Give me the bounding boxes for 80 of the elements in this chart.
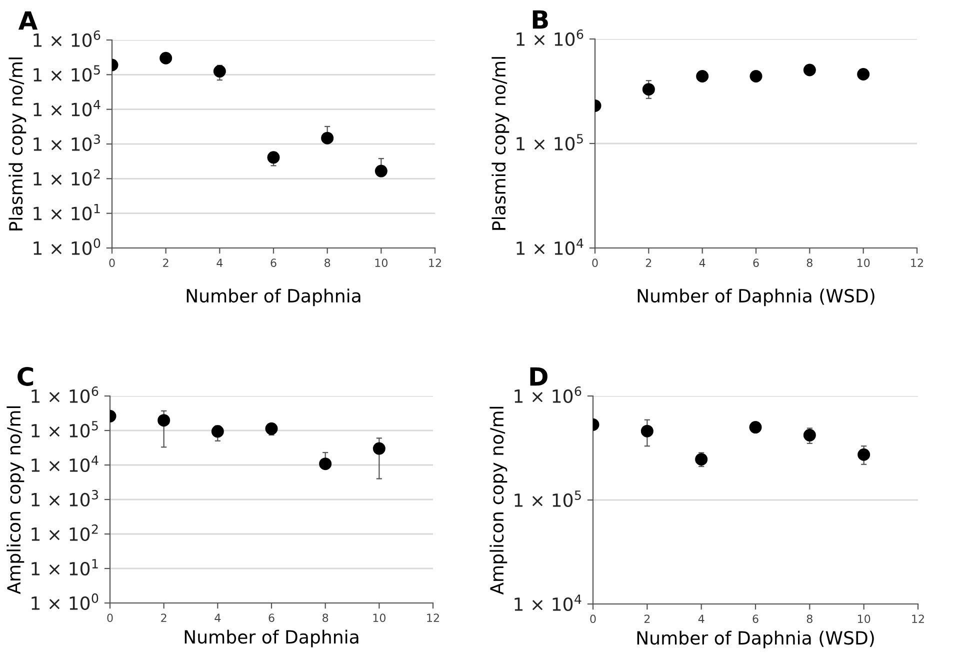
y-axis-title: Plasmid copy no/ml — [8, 58, 26, 230]
point — [211, 425, 224, 438]
y-axis-title: Plasmid copy no/ml — [492, 57, 510, 230]
y-tick-label: 1 × 10$^{3}$ — [34, 134, 100, 151]
x-tick-label: 0 — [592, 258, 598, 268]
x-axis-title: Number of Daphnia — [186, 288, 360, 306]
x-axis-title: Number of Daphnia (WSD) — [637, 630, 874, 648]
chart-title: B — [532, 10, 548, 29]
y-axis-title: Amplicon copy no/ml — [6, 406, 24, 594]
x-tick-label: 8 — [806, 258, 812, 268]
point — [158, 414, 170, 427]
x-tick-label: 0 — [107, 614, 113, 622]
chart-title: D — [530, 367, 548, 386]
y-tick-label: 1 × 10$^{6}$ — [514, 386, 582, 403]
y-tick-label: 1 × 10$^{4}$ — [34, 100, 100, 116]
point — [642, 83, 655, 96]
point — [803, 64, 816, 76]
y-tick-label: 1 × 10$^{4}$ — [514, 594, 582, 611]
chart-title: A — [18, 11, 38, 30]
x-tick-label: 4 — [216, 258, 223, 267]
y-tick-label: 1 × 10$^{0}$ — [32, 593, 98, 610]
point — [160, 52, 172, 64]
y-tick-label: 1 × 10$^{5}$ — [32, 421, 98, 438]
point — [213, 65, 226, 78]
point — [857, 68, 870, 80]
x-tick-label: 4 — [698, 614, 704, 623]
point — [695, 453, 708, 466]
point — [374, 164, 388, 178]
x-tick-label: 10 — [375, 258, 388, 268]
x-tick-label: 10 — [373, 614, 386, 622]
x-tick-label: 12 — [427, 614, 439, 622]
x-tick-label: 12 — [911, 258, 923, 267]
chart-title: C — [18, 367, 34, 386]
y-tick-label: 1 × 10$^{5}$ — [516, 134, 583, 150]
y-tick-label: 1 × 10$^{2}$ — [32, 524, 98, 541]
x-tick-label: 4 — [214, 614, 221, 622]
x-tick-label: 10 — [858, 614, 870, 624]
x-tick-label: 2 — [163, 258, 168, 267]
x-tick-label: 12 — [429, 258, 441, 267]
y-tick-label: 1 × 10$^{5}$ — [514, 490, 581, 507]
point — [267, 151, 280, 164]
y-axis-title: Amplicon copy no/ml — [490, 406, 508, 595]
x-tick-label: 12 — [912, 614, 924, 623]
x-tick-label: 6 — [268, 614, 274, 622]
x-tick-label: 6 — [752, 614, 758, 624]
point — [858, 448, 870, 461]
point — [265, 422, 278, 435]
y-tick-label: 1 × 10$^{4}$ — [516, 238, 584, 255]
x-tick-label: 6 — [753, 258, 759, 268]
x-axis-title: Number of Daphnia — [184, 630, 358, 648]
point — [372, 442, 386, 455]
point — [803, 428, 816, 442]
x-axis-title: Number of Daphnia (WSD) — [638, 288, 874, 306]
x-tick-label: 8 — [322, 614, 328, 622]
point — [640, 424, 654, 438]
y-tick-label: 1 × 10$^{5}$ — [34, 65, 100, 82]
x-tick-label: 4 — [699, 258, 706, 267]
y-tick-label: 1 × 10$^{6}$ — [34, 30, 100, 47]
y-tick-label: 1 × 10$^{6}$ — [32, 386, 98, 403]
y-tick-label: 1 × 10$^{1}$ — [34, 204, 100, 220]
x-tick-label: 0 — [109, 258, 115, 268]
x-tick-label: 8 — [806, 614, 812, 624]
x-tick-label: 2 — [161, 614, 166, 622]
point — [696, 70, 709, 83]
x-tick-label: 0 — [590, 614, 596, 624]
y-tick-label: 1 × 10$^{3}$ — [32, 490, 98, 506]
y-tick-label: 1 × 10$^{0}$ — [34, 238, 100, 255]
point — [750, 70, 762, 83]
y-tick-label: 1 × 10$^{2}$ — [34, 169, 100, 186]
point — [749, 421, 762, 434]
y-tick-label: 1 × 10$^{6}$ — [516, 29, 584, 46]
x-tick-label: 6 — [270, 258, 276, 268]
point — [319, 458, 332, 470]
point — [321, 132, 334, 144]
y-tick-label: 1 × 10$^{4}$ — [32, 456, 98, 472]
x-tick-label: 10 — [857, 258, 870, 268]
x-tick-label: 8 — [324, 258, 330, 268]
x-tick-label: 2 — [646, 258, 652, 267]
x-tick-label: 2 — [644, 614, 650, 623]
y-tick-label: 1 × 10$^{1}$ — [32, 559, 98, 576]
